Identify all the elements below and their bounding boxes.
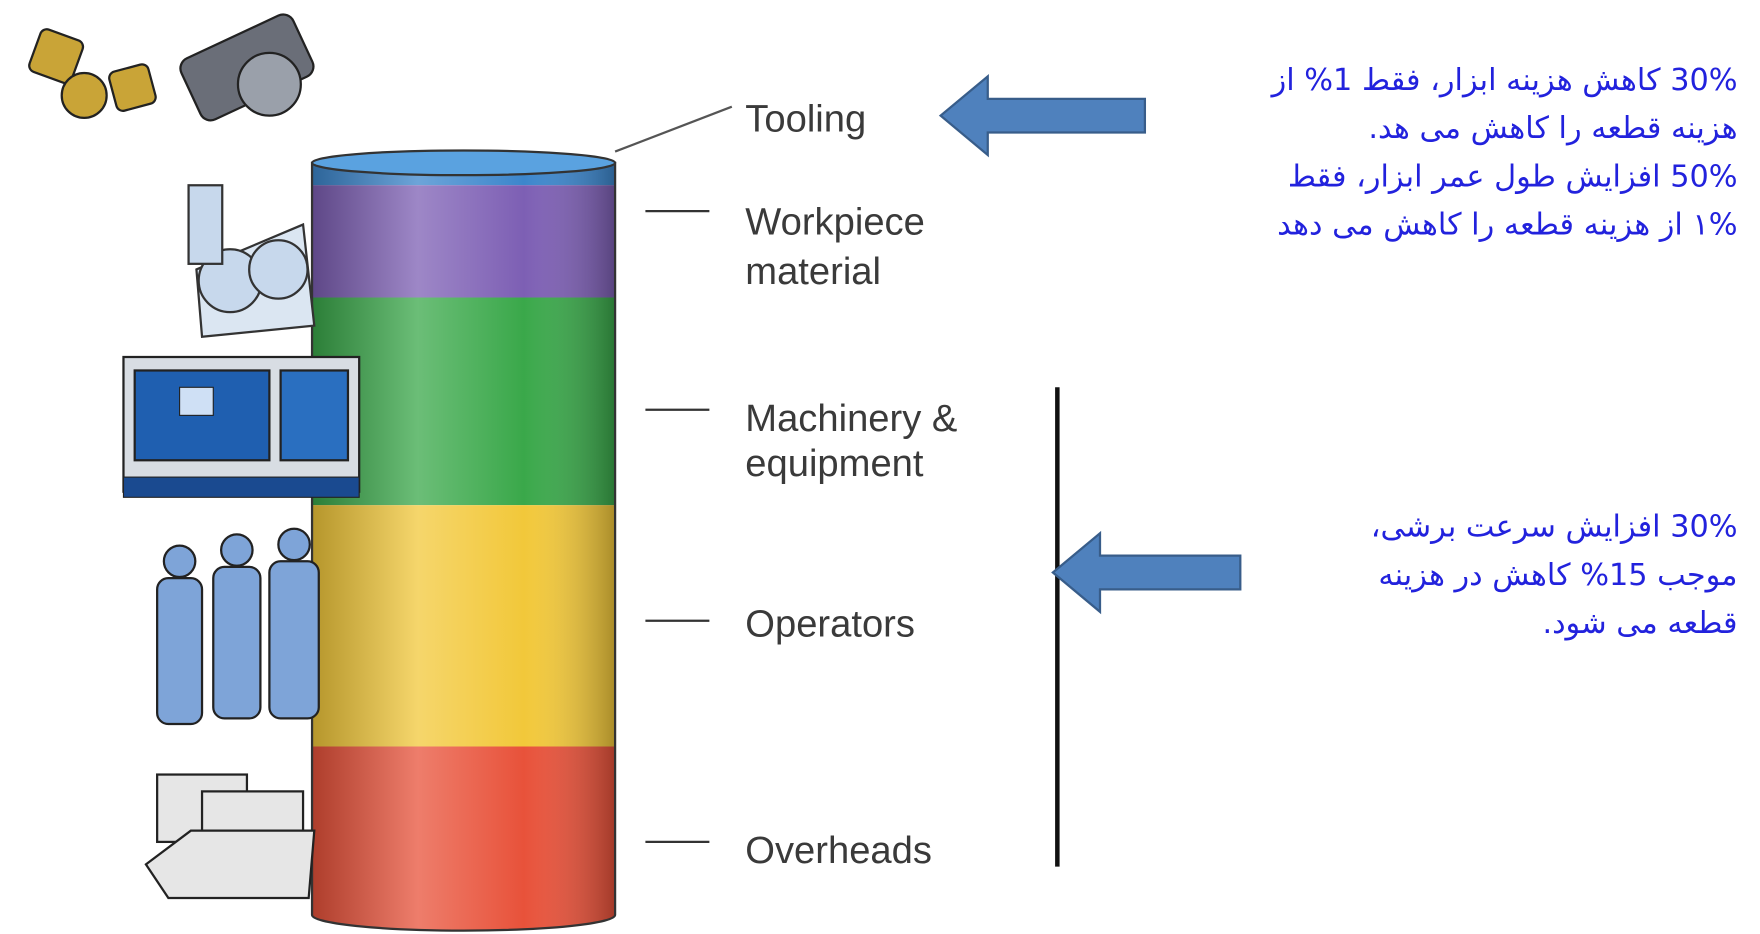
- segment-label: Operators: [745, 602, 915, 645]
- segment-label: equipment: [745, 442, 924, 485]
- material-icon: [187, 184, 316, 339]
- segment-label: Overheads: [745, 829, 932, 872]
- arrow: [1051, 530, 1242, 615]
- leader-line: [614, 105, 733, 153]
- segment-label: Workpiece: [745, 201, 925, 244]
- machine-icon: [122, 355, 361, 498]
- tooling-icon: [28, 13, 315, 122]
- operators-icon: [156, 527, 320, 726]
- annotation-line: ۱% از هزینه قطعه را کاهش می دهد: [1277, 208, 1737, 243]
- cylinder-shade: [310, 161, 617, 932]
- cylinder: [310, 149, 617, 932]
- segment-label: material: [745, 250, 881, 293]
- segment-label: Machinery &: [745, 397, 957, 440]
- arrow: [938, 73, 1147, 158]
- building-icon: [144, 773, 316, 900]
- annotation-line: 30% کاهش هزینه ابزار، فقط 1% از: [1270, 63, 1738, 98]
- segment-label: Tooling: [745, 97, 866, 140]
- cylinder-top: [310, 149, 617, 177]
- annotation-line: هزینه قطعه را کاهش می هد.: [1368, 111, 1737, 146]
- annotation-line: موجب 15% کاهش در هزینه: [1378, 558, 1737, 593]
- annotation-line: 30% افزایش سرعت برشی،: [1371, 510, 1738, 545]
- annotation-line: قطعه می شود.: [1542, 606, 1737, 641]
- annotation-line: 50% افزایش طول عمر ابزار، فقط: [1288, 159, 1738, 194]
